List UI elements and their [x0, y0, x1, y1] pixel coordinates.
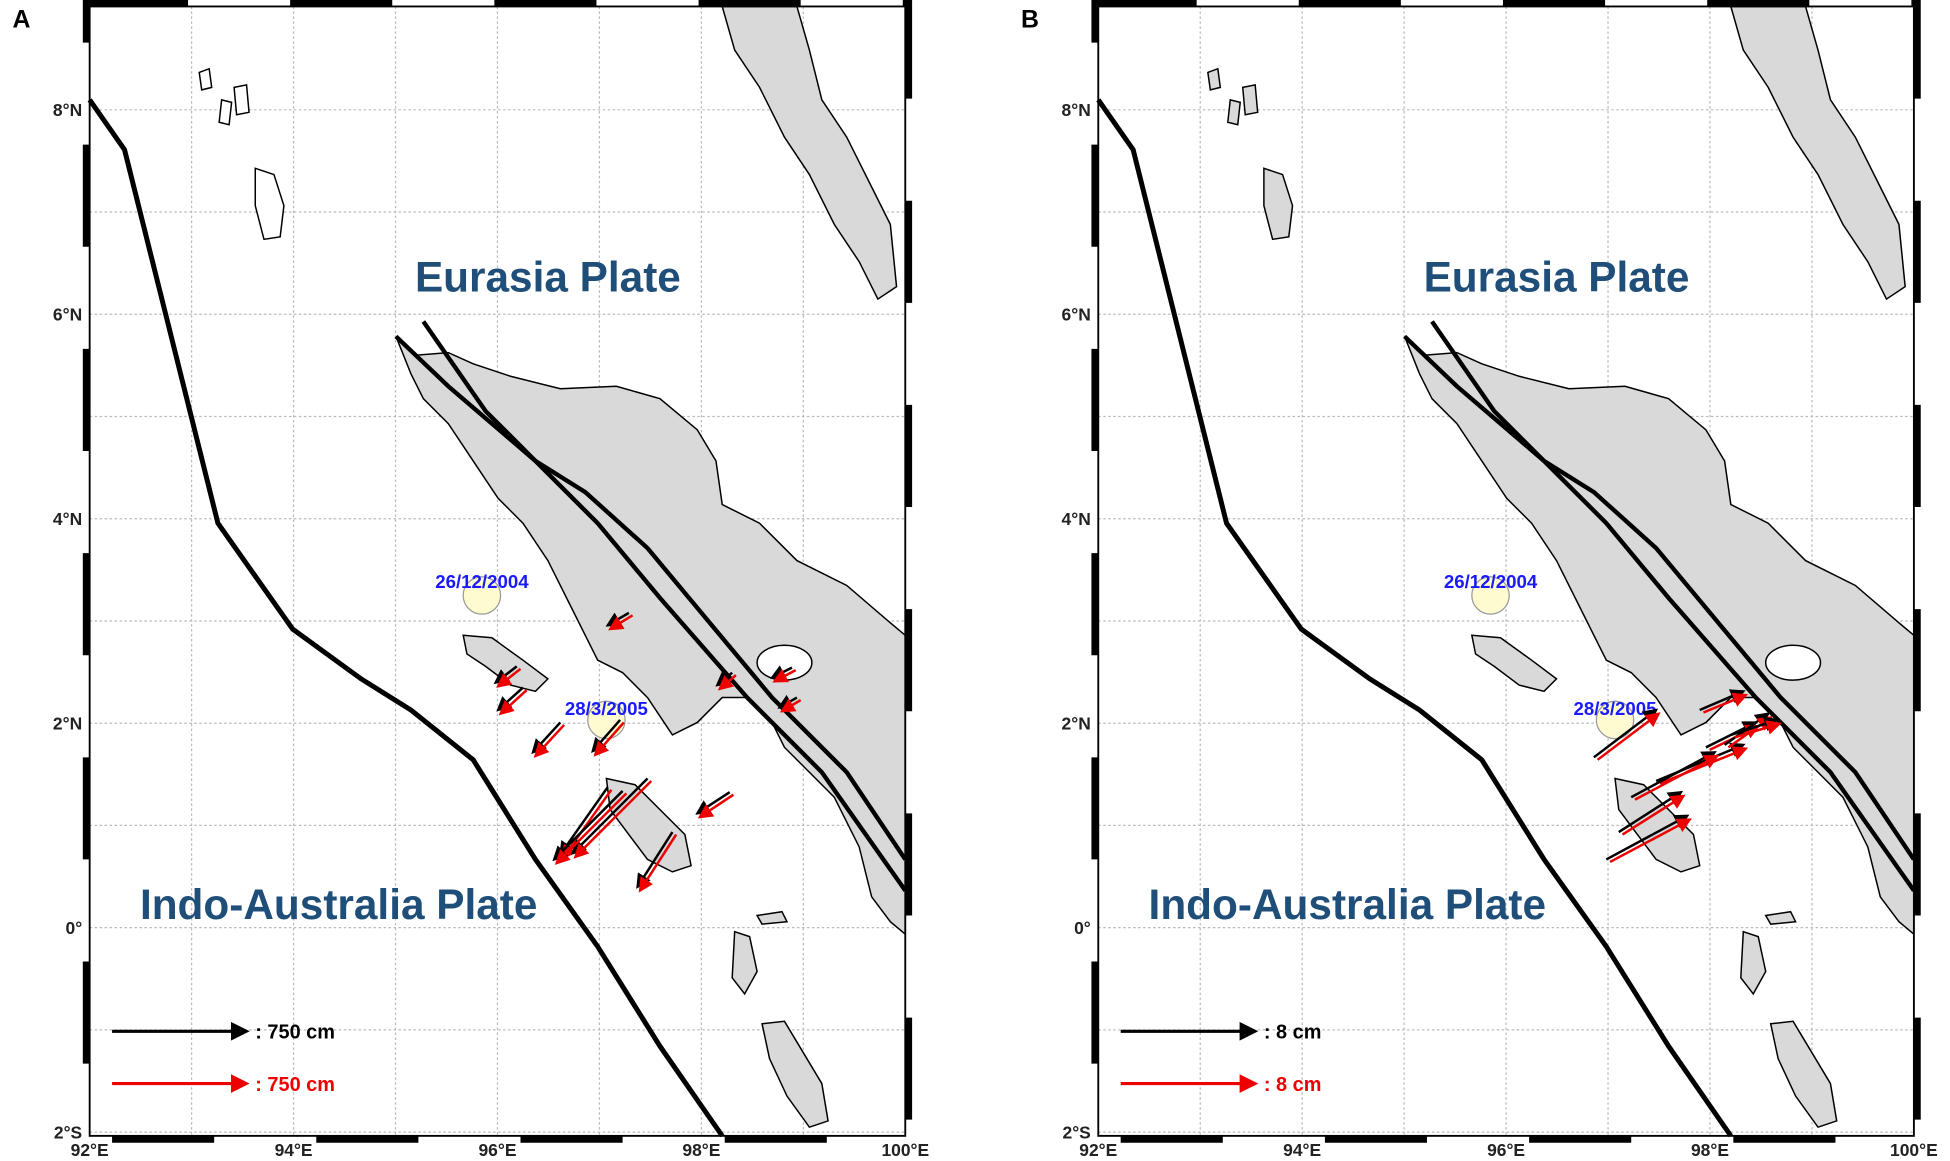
- plate-label: Indo-Australia Plate: [140, 881, 538, 928]
- displacement-arrow: [1605, 814, 1690, 861]
- y-tick-label: 0°: [66, 918, 83, 938]
- fault: [1403, 334, 1916, 861]
- epicenter: [1471, 576, 1510, 615]
- y-tick-label: 4°N: [1062, 509, 1091, 529]
- fault: [421, 320, 908, 892]
- displacement-arrow: [1734, 720, 1782, 739]
- island: [1769, 1020, 1838, 1129]
- legend-label: : 750 cm: [255, 1022, 335, 1044]
- x-tick-label: 100°E: [1890, 1140, 1938, 1160]
- y-tick-label: 2°N: [1062, 713, 1091, 733]
- trench: [87, 98, 725, 1138]
- map-panel: 26/12/2004 28/3/2005 Eurasia Plate Indo-Aus…: [1021, 0, 1938, 1160]
- island: [254, 167, 285, 241]
- y-tick-label: 2°S: [1063, 1122, 1091, 1142]
- landmass: [1729, 5, 1906, 301]
- displacement-arrow: [1634, 754, 1720, 801]
- landmass: [395, 335, 907, 936]
- y-tick-label: 8°N: [53, 100, 82, 120]
- plate-label: Indo-Australia Plate: [1149, 881, 1547, 928]
- island: [198, 67, 213, 91]
- displacement-arrow: [772, 668, 797, 683]
- displacement-arrow: [533, 724, 565, 758]
- displacement-arrow: [1609, 818, 1692, 864]
- frame-bar: [82, 0, 913, 1143]
- y-tick-label: 6°N: [53, 305, 82, 325]
- frame: [1097, 5, 1915, 1137]
- x-tick-label: 98°E: [682, 1140, 720, 1160]
- plate-label: Eurasia Plate: [1424, 254, 1690, 301]
- island: [731, 930, 758, 996]
- x-tick-label: 96°E: [478, 1140, 516, 1160]
- y-tick-label: 2°S: [54, 1122, 82, 1142]
- panel-label: B: [1021, 6, 1039, 34]
- displacement-arrow: [697, 793, 735, 819]
- landmass: [1403, 335, 1915, 936]
- x-tick-label: 92°E: [1079, 1140, 1117, 1160]
- legend-label: : 8 cm: [1264, 1074, 1322, 1096]
- epicenter: [1595, 700, 1635, 740]
- landmass: [721, 5, 898, 301]
- displacement-arrow: [498, 689, 528, 716]
- displacement-arrow: [561, 788, 613, 861]
- x-tick-label: 96°E: [1487, 1140, 1525, 1160]
- displacement-arrow: [573, 780, 653, 859]
- y-tick-label: 8°N: [1062, 100, 1091, 120]
- displacement-arrow: [554, 792, 628, 865]
- displacement-arrow: [1702, 692, 1749, 714]
- y-tick-label: 4°N: [53, 509, 82, 529]
- island: [1226, 98, 1242, 126]
- island: [1614, 777, 1701, 873]
- map-panel: 26/12/2004 28/3/2005 Eurasia Plate Indo-Aus…: [12, 0, 929, 1160]
- island: [462, 634, 550, 693]
- island: [1263, 167, 1294, 241]
- displacement-arrow: [1621, 794, 1686, 836]
- island: [1470, 634, 1558, 693]
- displacement-arrow: [571, 777, 649, 855]
- displacement-arrow: [638, 833, 678, 893]
- island: [755, 910, 789, 925]
- y-tick-label: 0°: [1074, 918, 1091, 938]
- displacement-arrow: [779, 698, 802, 713]
- panel-label: A: [12, 6, 30, 34]
- x-tick-label: 92°E: [71, 1140, 109, 1160]
- island: [1241, 84, 1259, 116]
- island: [761, 1020, 829, 1129]
- fault: [1430, 320, 1916, 892]
- event-label: 26/12/2004: [435, 571, 529, 592]
- x-tick-label: 98°E: [1691, 1140, 1729, 1160]
- legend-label: : 8 cm: [1264, 1022, 1322, 1044]
- plate-label: Eurasia Plate: [415, 254, 681, 301]
- x-tick-label: 94°E: [1283, 1140, 1321, 1160]
- x-tick-label: 94°E: [275, 1140, 313, 1160]
- event-label: 28/3/2005: [1574, 698, 1657, 719]
- displacement-arrow: [608, 614, 634, 631]
- displacement-arrow: [496, 667, 522, 688]
- frame: [88, 5, 907, 1137]
- displacement-arrow: [717, 674, 737, 691]
- island: [605, 777, 692, 873]
- island: [1207, 67, 1222, 91]
- displacement-arrow: [1596, 712, 1661, 761]
- legend-label: : 750 cm: [255, 1074, 335, 1096]
- island: [218, 98, 233, 126]
- lake: [1764, 644, 1822, 681]
- epicenter: [462, 576, 502, 615]
- fault: [394, 334, 908, 861]
- trench: [1096, 98, 1733, 1138]
- island: [1764, 910, 1797, 925]
- island: [233, 84, 250, 116]
- displacement-arrow: [1630, 751, 1717, 799]
- x-tick-label: 100°E: [881, 1140, 929, 1160]
- displacement-arrow: [552, 790, 624, 862]
- event-label: 26/12/2004: [1444, 571, 1538, 592]
- y-tick-label: 2°N: [53, 713, 82, 733]
- island: [1740, 930, 1767, 996]
- event-label: 28/3/2005: [565, 698, 648, 719]
- frame-bar: [1091, 0, 1921, 1143]
- y-tick-label: 6°N: [1062, 305, 1091, 325]
- displacement-arrow: [593, 721, 625, 757]
- displacement-arrow: [558, 786, 609, 857]
